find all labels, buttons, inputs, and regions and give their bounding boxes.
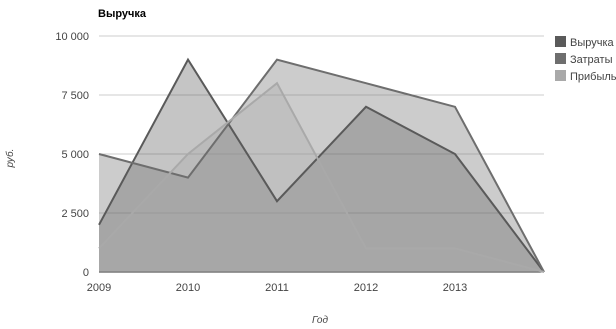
series-area-прибыль	[99, 83, 544, 272]
y-tick-label: 10 000	[55, 31, 89, 43]
y-tick-label: 7 500	[61, 90, 89, 102]
legend-item-label: Затраты	[570, 54, 613, 66]
x-tick-label: 2013	[443, 282, 467, 294]
legend-swatch	[555, 70, 566, 81]
y-tick-label: 2 500	[61, 208, 89, 220]
series-lines	[98, 57, 545, 273]
series-line-прибыль	[98, 81, 545, 273]
x-axis-ticks: 2009 2010 2011 2012 2013	[87, 282, 467, 294]
x-tick-label: 2010	[176, 282, 200, 294]
series-line-затраты	[98, 58, 545, 273]
x-tick-label: 2012	[354, 282, 378, 294]
legend-item-label: Прибыль	[570, 71, 616, 83]
x-tick-label: 2011	[265, 282, 289, 294]
y-axis-ticks: 0 2 500 5 000 7 500 10 000	[55, 31, 89, 279]
y-tick-label: 0	[83, 267, 89, 279]
y-axis-label: руб.	[4, 149, 16, 169]
legend-swatch	[555, 53, 566, 64]
x-axis-label: Год	[312, 315, 328, 326]
chart-title: Выручка	[98, 8, 147, 20]
legend: Выручка Затраты Прибыль	[555, 36, 616, 83]
legend-swatch	[555, 36, 566, 47]
x-tick-label: 2009	[87, 282, 111, 294]
y-tick-label: 5 000	[61, 149, 89, 161]
series-line-выручка	[98, 57, 545, 273]
legend-item-label: Выручка	[570, 37, 615, 49]
